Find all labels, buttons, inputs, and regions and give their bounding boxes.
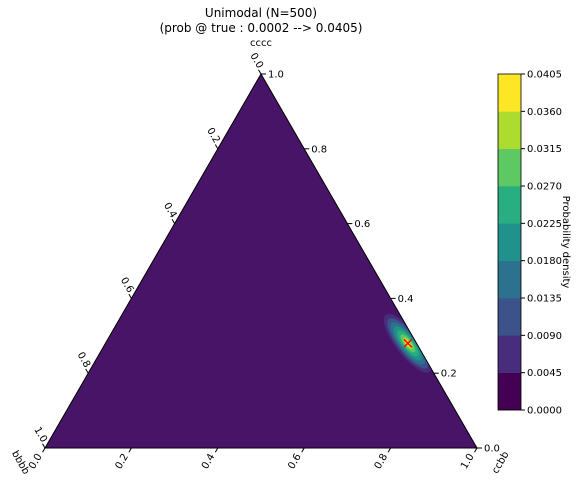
colorbar-label: Probability density bbox=[560, 196, 571, 289]
tick-label-bottom-5: 1.0 bbox=[459, 452, 476, 471]
triangle-border bbox=[44, 73, 478, 449]
tick-label-right-2: 0.4 bbox=[398, 294, 414, 305]
tick-left-2 bbox=[171, 219, 176, 224]
tick-label-bottom-3: 0.6 bbox=[286, 452, 303, 471]
tick-label-bottom-2: 0.4 bbox=[200, 452, 217, 471]
axis-label-top: cccc bbox=[250, 38, 272, 49]
tick-left-0 bbox=[258, 69, 262, 75]
tick-label-right-0: 0.0 bbox=[484, 444, 500, 455]
tick-label-left-2: 0.4 bbox=[161, 201, 178, 220]
tick-label-right-5: 1.0 bbox=[268, 70, 284, 81]
tick-bottom-2 bbox=[214, 447, 219, 453]
chart-subtitle: (prob @ true : 0.0002 --> 0.0405) bbox=[159, 21, 363, 35]
tick-left-4 bbox=[85, 368, 89, 374]
tick-left-1 bbox=[214, 144, 219, 150]
colorbar-tick-label-3: 0.0135 bbox=[527, 294, 562, 305]
true-point-stroke-b bbox=[403, 338, 413, 348]
chart-title: Unimodal (N=500) bbox=[204, 6, 318, 20]
colorbar-band-8 bbox=[498, 74, 521, 112]
tick-bottom-3 bbox=[301, 447, 305, 453]
tick-label-left-0: 0.0 bbox=[247, 51, 264, 70]
tick-label-right-4: 0.8 bbox=[311, 144, 327, 155]
colorbar-tick-label-8: 0.0360 bbox=[527, 107, 562, 118]
colorbar-tick-label-5: 0.0225 bbox=[527, 219, 562, 230]
tick-label-bottom-4: 0.8 bbox=[373, 452, 390, 471]
tick-bottom-0 bbox=[42, 447, 46, 453]
tick-bottom-4 bbox=[387, 447, 392, 453]
ternary-ticks: 0.00.00.00.20.20.20.40.40.40.60.60.60.80… bbox=[27, 51, 500, 471]
colorbar-band-1 bbox=[498, 335, 521, 373]
colorbar-band-5 bbox=[498, 186, 521, 224]
colorbar-tick-label-1: 0.0045 bbox=[527, 368, 562, 379]
colorbar-band-2 bbox=[498, 298, 521, 336]
tick-bottom-5 bbox=[474, 447, 478, 453]
tick-label-right-3: 0.6 bbox=[354, 219, 370, 230]
colorbar-tick-label-9: 0.0405 bbox=[527, 70, 562, 81]
true-point-marker bbox=[403, 338, 413, 348]
colorbar-tick-label-7: 0.0315 bbox=[527, 144, 562, 155]
colorbar: 0.0000 0.0045 0.0090 0.0135 0.0180 0.0225 0.02… bbox=[497, 70, 562, 417]
colorbar-tick-label-4: 0.0180 bbox=[527, 256, 562, 267]
triangle-background bbox=[45, 74, 477, 448]
tick-label-left-5: 1.0 bbox=[31, 425, 48, 444]
colorbar-tick-label-6: 0.0270 bbox=[527, 182, 562, 193]
tick-label-left-1: 0.2 bbox=[204, 126, 221, 145]
colorbar-band-3 bbox=[498, 260, 521, 299]
colorbar-frame bbox=[497, 73, 522, 411]
colorbar-tick-label-2: 0.0090 bbox=[527, 331, 562, 342]
colorbar-tick-label-0: 0.0000 bbox=[527, 406, 562, 417]
tick-left-3 bbox=[128, 293, 132, 299]
tick-bottom-1 bbox=[128, 447, 132, 453]
tick-label-left-4: 0.8 bbox=[75, 350, 92, 369]
colorbar-band-4 bbox=[498, 223, 521, 261]
colorbar-band-0 bbox=[498, 372, 521, 411]
tick-label-right-1: 0.2 bbox=[441, 369, 457, 380]
colorbar-band-7 bbox=[498, 111, 521, 149]
colorbar-band-6 bbox=[498, 148, 521, 187]
tick-left-5 bbox=[42, 443, 46, 449]
tick-label-bottom-1: 0.2 bbox=[114, 452, 131, 471]
tick-label-left-3: 0.6 bbox=[118, 276, 135, 295]
